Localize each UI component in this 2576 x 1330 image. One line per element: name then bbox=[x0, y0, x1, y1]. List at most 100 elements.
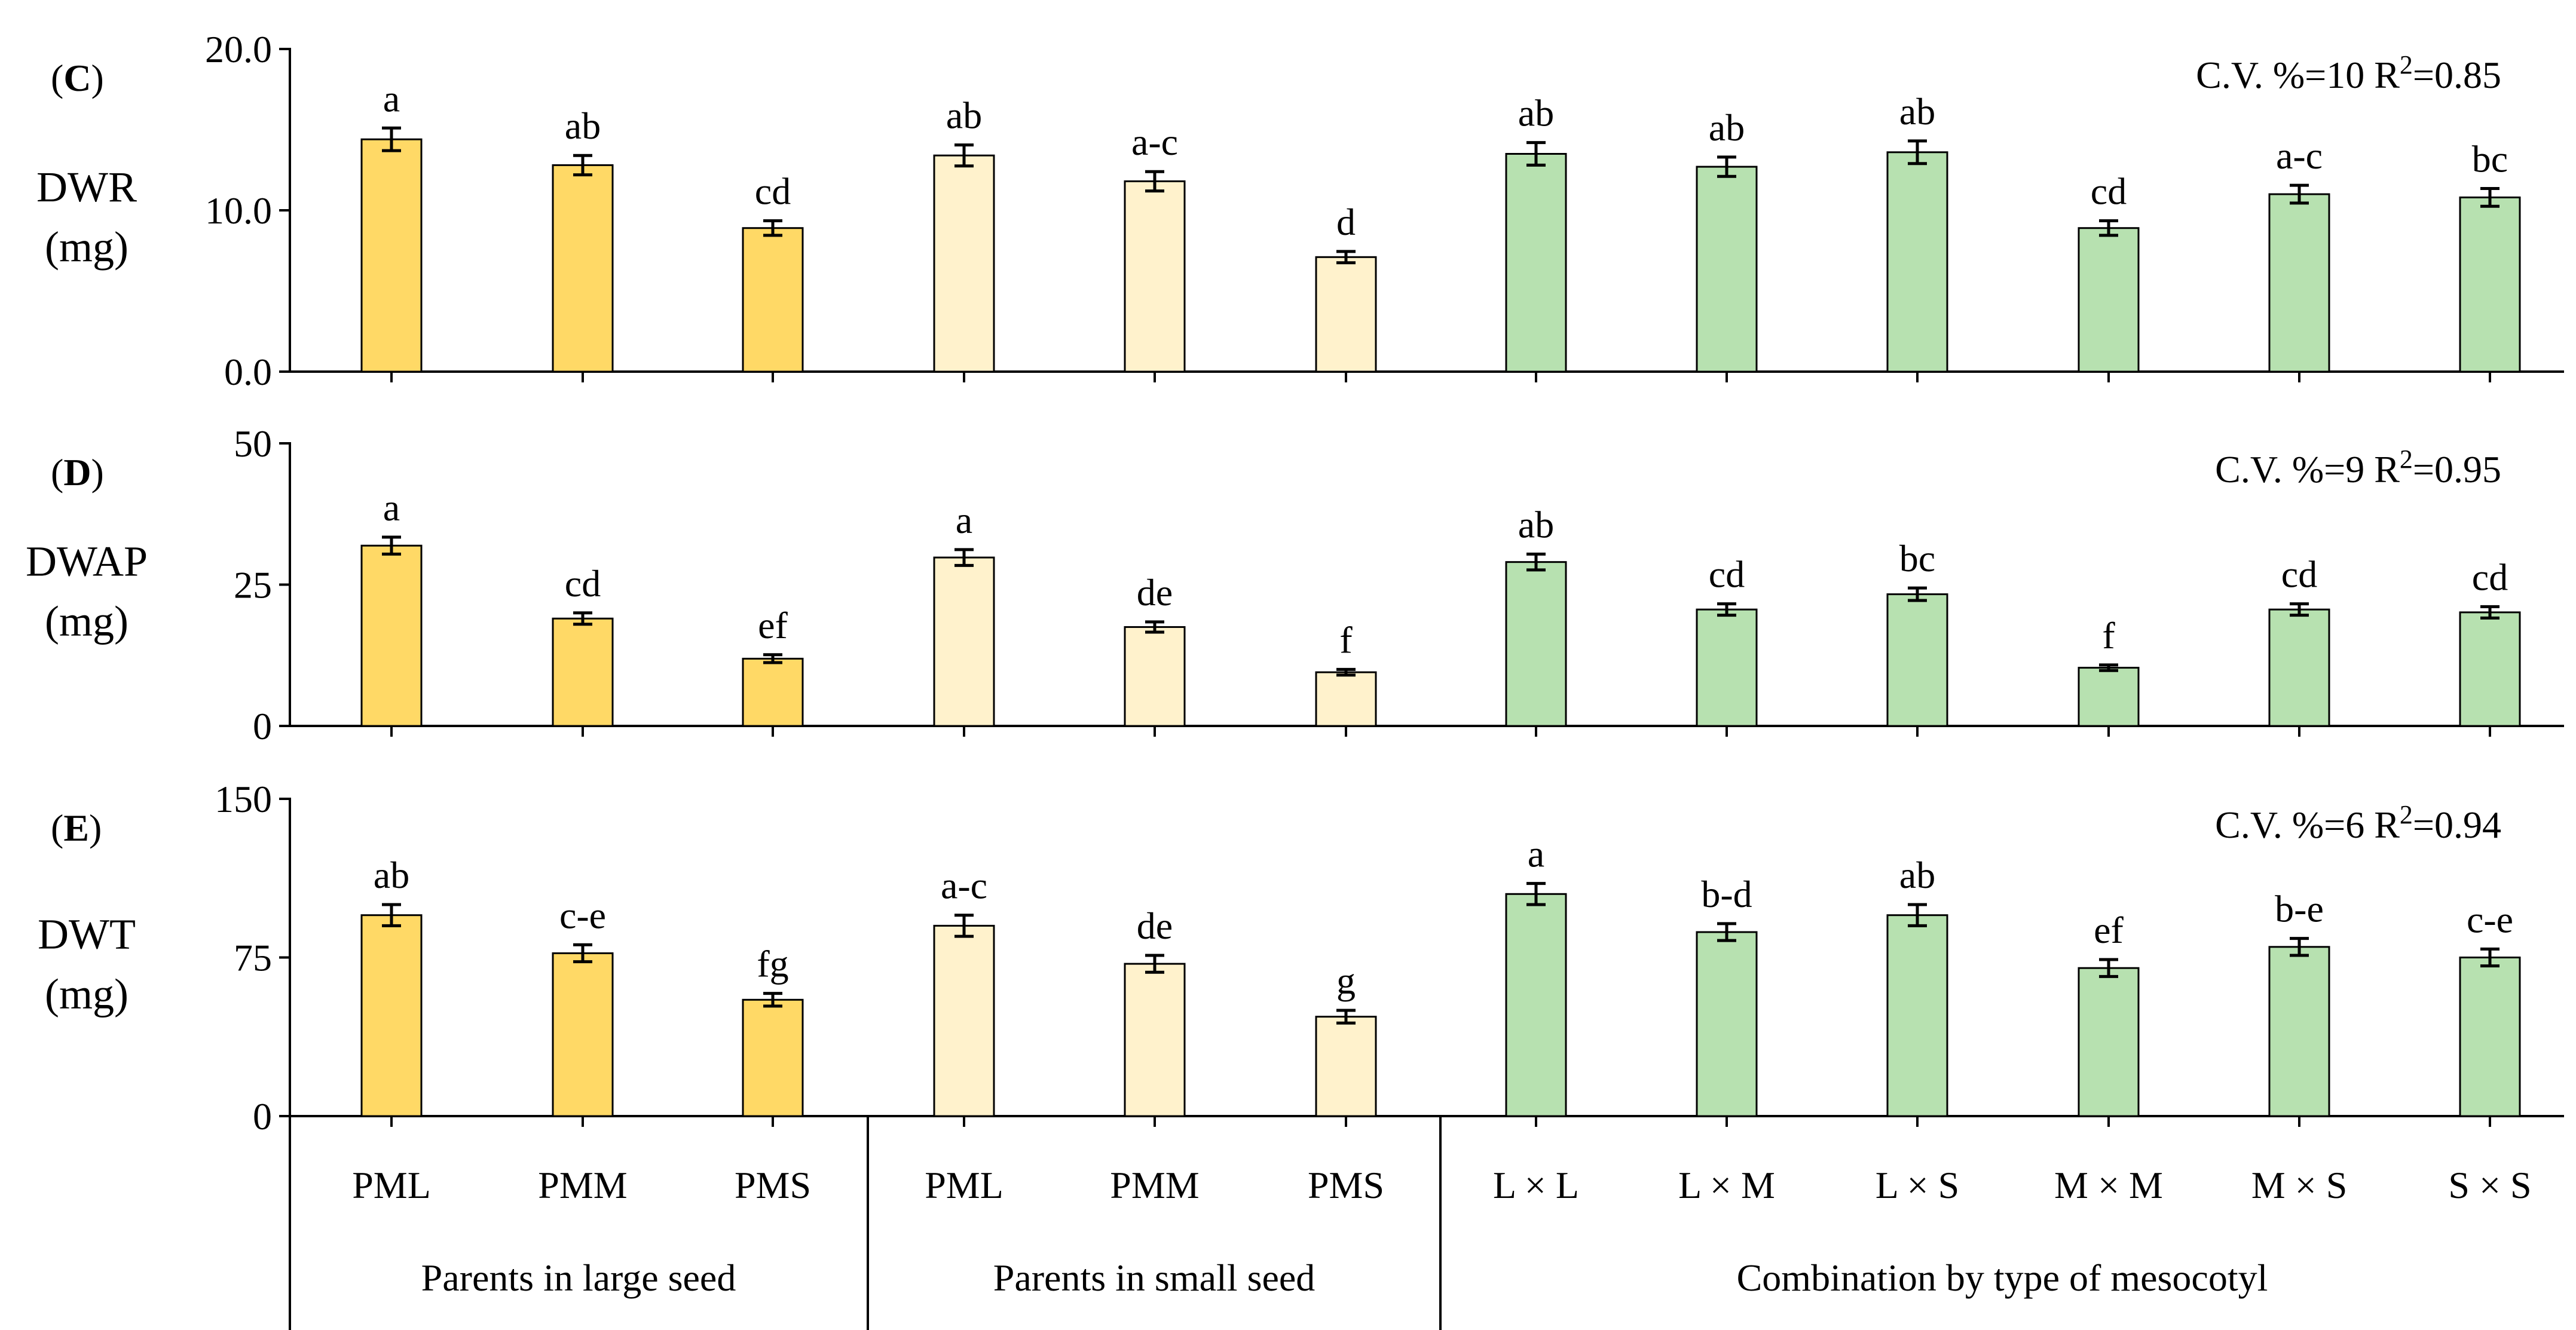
significance-letter: b-e bbox=[2275, 888, 2324, 930]
error-bar bbox=[2290, 937, 2309, 957]
bar-D-3 bbox=[933, 556, 995, 727]
category-label: PMS bbox=[735, 1164, 811, 1206]
error-bar bbox=[1526, 141, 1546, 167]
y-axis-label: DWAP bbox=[26, 538, 148, 586]
bar-E-5 bbox=[1315, 1016, 1377, 1117]
category-label: M × M bbox=[2054, 1164, 2163, 1206]
category-label: S × S bbox=[2448, 1164, 2531, 1206]
significance-letter: a bbox=[956, 499, 972, 541]
error-bar bbox=[2480, 947, 2499, 968]
error-bar bbox=[573, 154, 592, 177]
bar-C-10 bbox=[2268, 193, 2330, 373]
category-label: PMS bbox=[1308, 1164, 1384, 1206]
group-label: Parents in large seed bbox=[421, 1257, 736, 1299]
error-bar bbox=[1145, 620, 1164, 634]
error-bar bbox=[954, 143, 974, 168]
significance-letter: cd bbox=[565, 562, 601, 605]
bar-D-10 bbox=[2268, 608, 2330, 727]
bar-C-8 bbox=[1886, 151, 1948, 373]
error-bar bbox=[1908, 586, 1927, 602]
y-axis-unit: (mg) bbox=[45, 223, 129, 271]
y-tick-label: 0 bbox=[253, 705, 272, 747]
bar-C-4 bbox=[1124, 180, 1186, 373]
category-label: PML bbox=[352, 1164, 431, 1206]
error-bar bbox=[1908, 903, 1927, 927]
significance-letter: cd bbox=[2472, 556, 2508, 598]
bar-D-5 bbox=[1315, 671, 1377, 727]
error-bar bbox=[2099, 219, 2118, 237]
error-bar bbox=[2480, 605, 2499, 620]
significance-letter: ab bbox=[1518, 503, 1554, 546]
stats-annotation: C.V. %=6 R2=0.94 bbox=[2215, 800, 2501, 847]
panel-label: (D) bbox=[51, 451, 104, 494]
category-label: PML bbox=[925, 1164, 1004, 1206]
error-bar bbox=[2290, 602, 2309, 617]
significance-letter: bc bbox=[1899, 537, 1935, 580]
bar-D-2 bbox=[742, 657, 804, 727]
bar-D-9 bbox=[2078, 667, 2140, 727]
bar-C-1 bbox=[552, 164, 614, 373]
error-bar bbox=[1717, 602, 1736, 617]
y-tick-label: 50 bbox=[234, 422, 272, 465]
significance-letter: a-c bbox=[941, 865, 987, 907]
error-bar bbox=[763, 219, 782, 237]
y-tick-label: 150 bbox=[215, 778, 272, 820]
y-axis-label: DWT bbox=[38, 911, 136, 958]
chart-panels: 0.0 10.0 20.0 (C) DWR (mg) C.V. %=10 R2=0.85 a a… bbox=[26, 28, 2564, 1138]
significance-letter: cd bbox=[1709, 553, 1745, 596]
significance-letter: c-e bbox=[559, 894, 606, 936]
panel-D: 0 25 50 (D) DWAP (mg) C.V. %=9 R2=0.95 a cd ef a de… bbox=[26, 422, 2564, 747]
significance-letter: ab bbox=[1899, 90, 1935, 133]
significance-letter: ab bbox=[374, 854, 409, 896]
panel-C: 0.0 10.0 20.0 (C) DWR (mg) C.V. %=10 R2=0.85 a a… bbox=[36, 28, 2564, 393]
error-bar bbox=[1145, 170, 1164, 193]
significance-letter: ef bbox=[2094, 909, 2124, 951]
group-label: Combination by type of mesocotyl bbox=[1737, 1257, 2268, 1299]
error-bar bbox=[382, 126, 401, 152]
significance-letter: cd bbox=[2091, 170, 2127, 213]
bar-E-11 bbox=[2459, 957, 2521, 1117]
significance-letter: a-c bbox=[1131, 121, 1178, 163]
error-bar bbox=[1526, 552, 1546, 572]
category-label: PMM bbox=[538, 1164, 627, 1206]
bar-E-7 bbox=[1696, 931, 1758, 1117]
category-label: M × S bbox=[2251, 1164, 2348, 1206]
error-bar bbox=[2480, 187, 2499, 208]
significance-letter: ab bbox=[565, 105, 601, 147]
error-bar bbox=[382, 535, 401, 556]
bar-E-0 bbox=[360, 914, 423, 1117]
error-bar bbox=[382, 903, 401, 927]
bar-E-1 bbox=[552, 952, 614, 1117]
bar-D-4 bbox=[1124, 626, 1186, 727]
bar-E-4 bbox=[1124, 963, 1186, 1117]
significance-letter: a bbox=[383, 486, 400, 529]
significance-letter: bc bbox=[2472, 138, 2508, 180]
y-axis-unit: (mg) bbox=[45, 970, 129, 1018]
significance-letter: ab bbox=[1518, 92, 1554, 134]
bar-C-7 bbox=[1696, 166, 1758, 373]
bar-C-9 bbox=[2078, 227, 2140, 373]
significance-letter: de bbox=[1137, 905, 1173, 947]
panel-label: (C) bbox=[51, 57, 104, 99]
stats-annotation: C.V. %=9 R2=0.95 bbox=[2215, 445, 2501, 491]
bar-D-1 bbox=[552, 617, 614, 727]
bar-C-11 bbox=[2459, 196, 2521, 373]
error-bar bbox=[2099, 663, 2118, 672]
bar-C-3 bbox=[933, 154, 995, 373]
significance-letter: de bbox=[1137, 571, 1173, 614]
bar-D-6 bbox=[1505, 561, 1567, 727]
significance-letter: cd bbox=[755, 170, 791, 213]
bar-E-3 bbox=[933, 924, 995, 1117]
category-axis: PML PMM PMS PML PMM PMS L × L L × M L × S M × M M … bbox=[289, 1116, 2532, 1330]
significance-letter: ab bbox=[946, 94, 982, 137]
bar-D-0 bbox=[360, 544, 423, 727]
bar-C-5 bbox=[1315, 256, 1377, 373]
significance-letter: a bbox=[383, 77, 400, 119]
significance-letter: f bbox=[2102, 614, 2115, 657]
bar-C-0 bbox=[360, 138, 423, 373]
y-tick-label: 25 bbox=[234, 564, 272, 606]
bar-C-6 bbox=[1505, 153, 1567, 373]
error-bar bbox=[1145, 954, 1164, 974]
error-bar bbox=[2290, 183, 2309, 205]
bar-E-2 bbox=[742, 998, 804, 1117]
